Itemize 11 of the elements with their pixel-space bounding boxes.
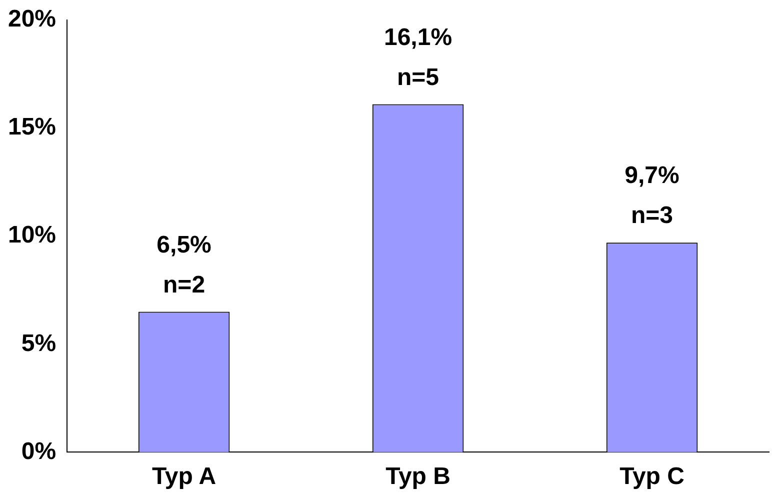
- y-tick-label: 10%: [8, 222, 56, 249]
- y-tick-label: 0%: [21, 438, 56, 465]
- y-tick-label: 15%: [8, 114, 56, 141]
- x-tick-label: Typ C: [620, 463, 684, 490]
- y-tick-label: 20%: [8, 6, 56, 33]
- data-label: 6,5% n=2: [156, 231, 212, 298]
- data-label: 9,7% n=3: [624, 162, 680, 230]
- x-tick-label: Typ B: [386, 463, 450, 490]
- data-label: 16,1% n=5: [384, 24, 452, 91]
- y-tick-label: 5%: [21, 330, 56, 357]
- x-tick-label: Typ A: [152, 463, 216, 490]
